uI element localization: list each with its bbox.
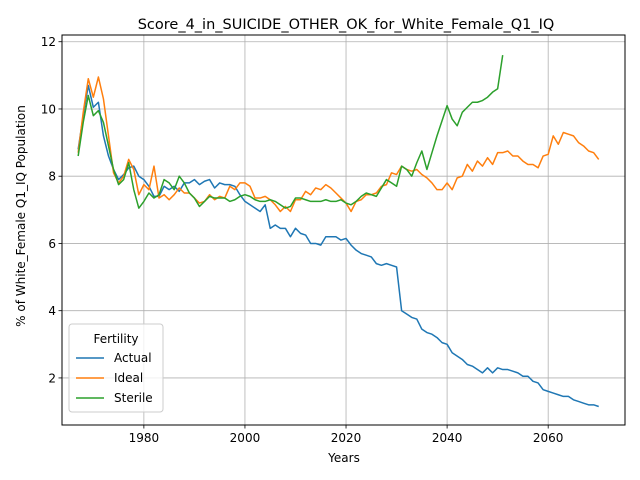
legend: Fertility Actual Ideal Sterile xyxy=(68,323,164,413)
legend-title: Fertility xyxy=(93,332,138,346)
y-tick-label: 8 xyxy=(48,170,56,184)
x-tick-label: 2000 xyxy=(230,431,261,445)
chart-title: Score_4_in_SUICIDE_OTHER_OK_for_White_Fe… xyxy=(138,17,555,33)
x-tick-label: 2060 xyxy=(533,431,564,445)
legend-label-sterile: Sterile xyxy=(114,391,153,405)
y-tick-label: 4 xyxy=(48,304,56,318)
y-tick-label: 12 xyxy=(41,35,56,49)
legend-label-ideal: Ideal xyxy=(114,371,143,385)
x-tick-label: 2040 xyxy=(432,431,463,445)
legend-entries: Actual Ideal Sterile xyxy=(76,351,153,405)
series-lines xyxy=(77,55,600,408)
y-tick-label: 10 xyxy=(41,102,56,116)
x-axis-label: Years xyxy=(327,451,360,465)
x-tick-label: 2020 xyxy=(331,431,362,445)
y-axis-label: % of White_Female Q1_IQ Population xyxy=(14,105,28,327)
series-line-sterile xyxy=(77,55,504,209)
y-tick-label: 6 xyxy=(48,237,56,251)
series-line-ideal xyxy=(77,76,600,213)
plot-frame xyxy=(61,34,626,426)
legend-box xyxy=(68,323,164,413)
x-tick-label: 1980 xyxy=(129,431,160,445)
axis-ticks: 1980 2000 2020 2040 2060 2 4 6 8 10 12 xyxy=(41,35,564,445)
legend-label-actual: Actual xyxy=(114,351,152,365)
y-tick-label: 2 xyxy=(48,371,56,385)
series-line-actual xyxy=(77,84,599,408)
